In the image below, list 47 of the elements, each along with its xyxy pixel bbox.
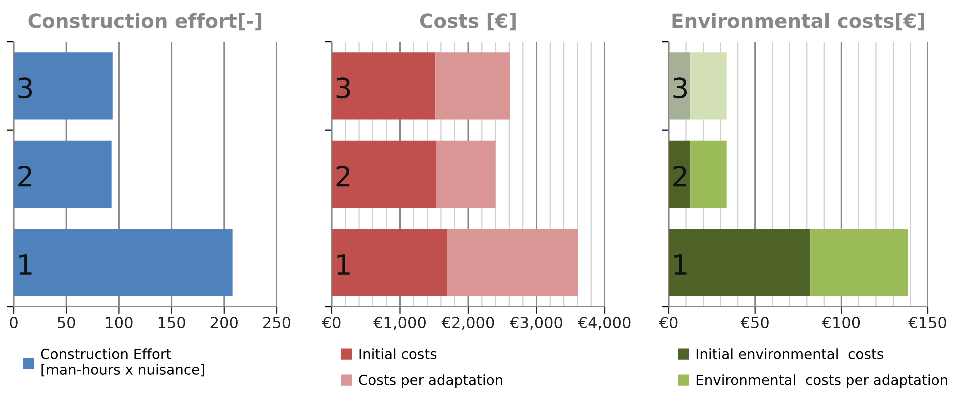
y-tick-label: 1 — [338, 254, 350, 275]
bar — [690, 140, 727, 208]
bar — [332, 140, 436, 208]
x-tick-label: 250 — [264, 316, 291, 329]
x-tick-label: 0 — [10, 316, 18, 329]
y-tick-label: 2 — [18, 166, 32, 187]
bar — [14, 52, 113, 120]
bar — [14, 229, 233, 296]
bar — [669, 229, 811, 296]
x-tick-label: 150 — [158, 316, 186, 329]
bar — [14, 140, 112, 208]
bar — [669, 140, 691, 208]
x-tick-label: €0 — [659, 316, 678, 329]
bar — [436, 140, 496, 208]
bar — [436, 52, 510, 120]
x-tick-label: €50 — [740, 316, 769, 329]
chart-title: Construction effort[-] — [28, 13, 262, 31]
bar — [332, 52, 436, 120]
legend-label: Construction Effort [man-hours x nuisance] — [41, 348, 204, 377]
y-tick-label: 1 — [674, 254, 687, 275]
chart-title: Costs [€] — [420, 13, 516, 31]
y-tick-label: 2 — [674, 166, 686, 187]
x-tick-label: €4,000 — [578, 316, 631, 330]
bar — [332, 229, 448, 296]
legend-label: Costs per adaptation — [359, 374, 502, 388]
bar — [447, 229, 578, 296]
x-tick-label: €1,000 — [374, 316, 426, 330]
x-tick-label: 100 — [106, 316, 133, 329]
y-tick-label: 3 — [674, 78, 688, 99]
bar — [669, 52, 691, 120]
x-tick-label: €100 — [822, 316, 860, 329]
bar — [810, 229, 908, 296]
legend-label: Initial costs — [360, 348, 437, 360]
x-tick-label: €150 — [908, 316, 946, 329]
x-tick-label: 200 — [210, 316, 238, 329]
x-tick-label: €0 — [322, 316, 341, 329]
y-tick-label: 3 — [18, 78, 32, 99]
y-tick-label: 3 — [336, 78, 350, 99]
y-tick-label: 1 — [20, 254, 32, 275]
x-tick-label: €3,000 — [510, 316, 562, 330]
legend-label: Environmental costs per adaptation — [696, 374, 948, 388]
bar — [690, 52, 727, 120]
y-tick-label: 2 — [336, 166, 350, 187]
chart-title: Environmental costs[€] — [672, 13, 924, 31]
legend-label: Initial environmental costs — [696, 348, 884, 360]
x-tick-label: €2,000 — [442, 316, 494, 330]
x-tick-label: 50 — [58, 316, 76, 329]
